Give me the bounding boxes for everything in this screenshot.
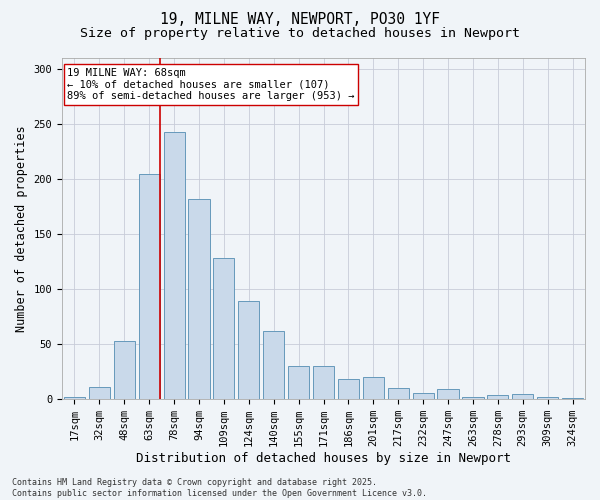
Bar: [188, 198, 209, 399]
Bar: [139, 174, 160, 399]
Bar: [413, 392, 434, 399]
Bar: [512, 394, 533, 399]
Bar: [437, 390, 458, 399]
Bar: [114, 341, 135, 399]
Text: 19 MILNE WAY: 68sqm
← 10% of detached houses are smaller (107)
89% of semi-detac: 19 MILNE WAY: 68sqm ← 10% of detached ho…: [67, 68, 355, 101]
Bar: [288, 366, 309, 399]
Bar: [562, 398, 583, 399]
Bar: [238, 301, 259, 399]
Text: 19, MILNE WAY, NEWPORT, PO30 1YF: 19, MILNE WAY, NEWPORT, PO30 1YF: [160, 12, 440, 28]
Text: Contains HM Land Registry data © Crown copyright and database right 2025.
Contai: Contains HM Land Registry data © Crown c…: [12, 478, 427, 498]
Bar: [89, 387, 110, 399]
Bar: [263, 331, 284, 399]
Bar: [164, 132, 185, 399]
Bar: [64, 397, 85, 399]
Bar: [487, 395, 508, 399]
X-axis label: Distribution of detached houses by size in Newport: Distribution of detached houses by size …: [136, 452, 511, 465]
Bar: [388, 388, 409, 399]
Y-axis label: Number of detached properties: Number of detached properties: [15, 125, 28, 332]
Bar: [313, 366, 334, 399]
Bar: [537, 397, 558, 399]
Bar: [214, 258, 235, 399]
Bar: [363, 377, 384, 399]
Text: Size of property relative to detached houses in Newport: Size of property relative to detached ho…: [80, 28, 520, 40]
Bar: [338, 380, 359, 399]
Bar: [463, 397, 484, 399]
